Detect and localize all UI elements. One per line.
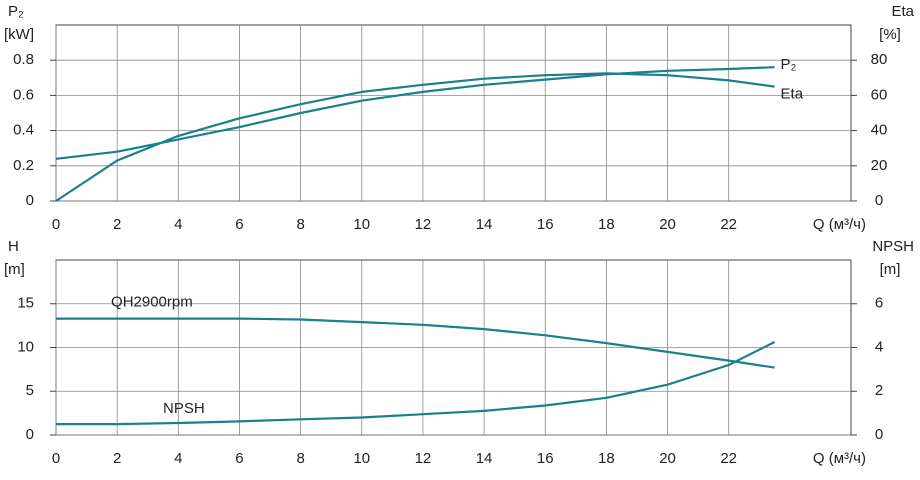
curve-label: NPSH (163, 400, 205, 417)
y-tick-label: 0.4 (13, 122, 34, 139)
curve (55, 66, 775, 160)
y2-axis-title: Eta (891, 3, 914, 20)
y-axis-title: [m] (4, 261, 25, 278)
plot-frame (55, 24, 852, 202)
x-tick-label: 2 (113, 450, 121, 467)
curve-label: QH2900rpm (111, 294, 193, 311)
y-tick-label: 0 (26, 192, 34, 209)
x-tick-label: 22 (720, 216, 737, 233)
curve (55, 72, 775, 202)
y-tick-label: 15 (17, 295, 34, 312)
x-tick-label: 14 (476, 450, 493, 467)
y2-tick-label: 4 (875, 338, 883, 355)
x-tick-label: 6 (235, 216, 243, 233)
x-axis-title: Q (м³/ч) (813, 216, 866, 233)
y2-tick-label: 20 (871, 157, 888, 174)
y-tick-label: 0.8 (13, 51, 34, 68)
x-tick-label: 8 (296, 216, 304, 233)
y-axis-title: P₂ (8, 3, 24, 20)
y2-tick-label: 0 (875, 192, 883, 209)
x-tick-label: 22 (720, 450, 737, 467)
y2-tick-label: 80 (871, 51, 888, 68)
y-tick-label: 0.2 (13, 157, 34, 174)
x-tick-label: 20 (659, 450, 676, 467)
x-tick-label: 10 (353, 216, 370, 233)
x-tick-label: 18 (598, 450, 615, 467)
y2-tick-label: 6 (875, 295, 883, 312)
x-tick-label: 14 (476, 216, 493, 233)
y-axis-title: H (8, 238, 19, 255)
x-tick-label: 16 (537, 450, 554, 467)
y-axis-title: [kW] (4, 26, 34, 43)
y2-tick-label: 40 (871, 122, 888, 139)
y2-axis-title: [m] (880, 261, 901, 278)
x-tick-label: 0 (52, 450, 60, 467)
curve-label: P₂ (781, 56, 797, 73)
curve-label: Eta (781, 86, 804, 103)
curve (56, 317, 775, 369)
x-tick-label: 2 (113, 216, 121, 233)
y2-tick-label: 2 (875, 382, 883, 399)
y-tick-label: 0 (26, 426, 34, 443)
y2-tick-label: 60 (871, 86, 888, 103)
curve (56, 341, 776, 426)
x-tick-label: 18 (598, 216, 615, 233)
x-tick-label: 6 (235, 450, 243, 467)
x-tick-label: 12 (415, 450, 432, 467)
x-tick-label: 20 (659, 216, 676, 233)
x-tick-label: 16 (537, 216, 554, 233)
x-tick-label: 12 (415, 216, 432, 233)
y2-tick-label: 0 (875, 426, 883, 443)
x-tick-label: 4 (174, 450, 182, 467)
y2-axis-title: NPSH (872, 238, 914, 255)
y-tick-label: 5 (26, 382, 34, 399)
y2-axis-title: [%] (879, 26, 901, 43)
x-tick-label: 8 (296, 450, 304, 467)
x-tick-label: 0 (52, 216, 60, 233)
x-tick-label: 4 (174, 216, 182, 233)
y-tick-label: 10 (17, 338, 34, 355)
x-tick-label: 10 (353, 450, 370, 467)
x-axis-title: Q (м³/ч) (813, 450, 866, 467)
y-tick-label: 0.6 (13, 86, 34, 103)
